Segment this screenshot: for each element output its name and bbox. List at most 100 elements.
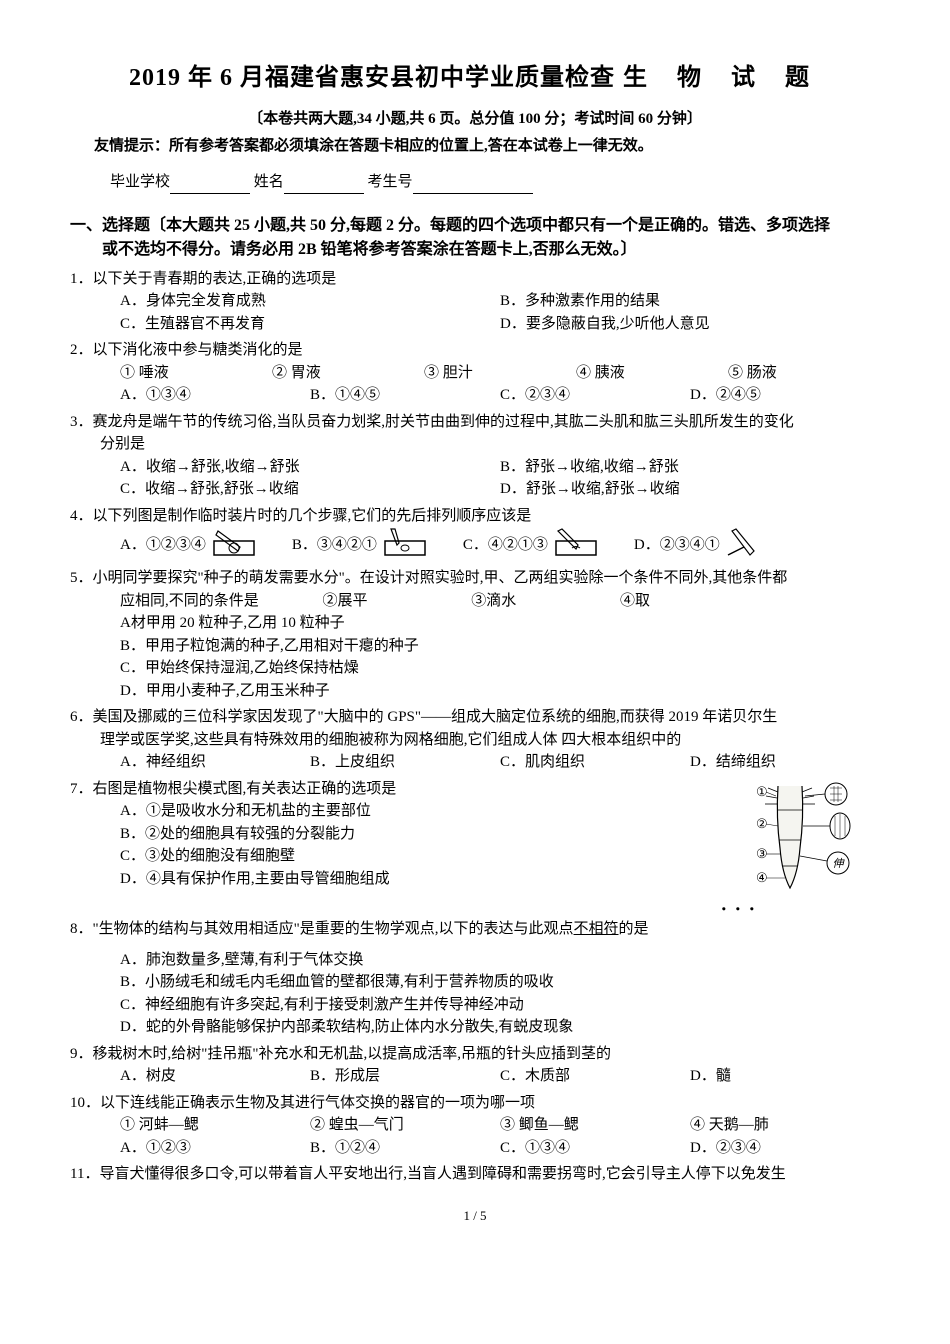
root-label-4: ④ <box>756 870 768 885</box>
question-2: 2．以下消化液中参与糖类消化的是 ① 唾液 ② 胃液 ③ 胆汁 ④ 胰液 ⑤ 肠… <box>70 339 880 407</box>
q8-optB: B．小肠绒毛和绒毛内毛细血管的壁都很薄,有利于营养物质的吸收 <box>120 971 880 994</box>
dots-marker: ．．． <box>70 894 770 918</box>
q4-label2: ②展平 <box>323 593 368 609</box>
q5-stem2: 应相同,不同的条件是 <box>120 593 259 609</box>
q2-item1: ① 唾液 <box>120 362 272 385</box>
q6-stem2: 理学或医学奖,这些具有特殊效用的细胞被称为网格细胞,它们组成人体 四大根本组织中… <box>100 729 880 752</box>
q5-optB: B．甲用子粒饱满的种子,乙用相对干瘪的种子 <box>120 635 880 658</box>
q3-stem1: 3．赛龙舟是端午节的传统习俗,当队员奋力划桨,肘关节由曲到伸的过程中,其肱二头肌… <box>70 411 880 434</box>
q3-optB: B．舒张→收缩,收缩→舒张 <box>500 456 880 479</box>
q1-optC: C．生殖器官不再发育 <box>120 313 500 336</box>
slide-icon-3 <box>552 527 600 563</box>
q4-label4: ④取 <box>620 593 650 609</box>
question-9: 9．移栽树木时,给树"挂吊瓶"补充水和无机盐,以提高成活率,吊瓶的针头应插到茎的… <box>70 1043 880 1088</box>
q10-item1: ① 河蚌—鳃 <box>120 1114 310 1137</box>
section-1-header: 一、选择题〔本大题共 25 小题,共 50 分,每题 2 分。每题的四个选项中都… <box>70 214 880 262</box>
root-tip-diagram: 伸 ① ② ③ ④ <box>730 778 860 888</box>
slide-icon-1 <box>210 527 258 563</box>
q5-stem1: 5．小明同学要探究"种子的萌发需要水分"。在设计对照实验时,甲、乙两组实验除一个… <box>70 567 880 590</box>
question-6: 6．美国及挪威的三位科学家因发现了"大脑中的 GPS"——组成大脑定位系统的细胞… <box>70 706 880 774</box>
q4-optB: B．③④②① <box>292 534 377 557</box>
q2-optC: C．②③④ <box>500 384 690 407</box>
root-label-1: ① <box>756 784 768 799</box>
q1-optB: B．多种激素作用的结果 <box>500 290 880 313</box>
info-number-blank <box>413 178 533 194</box>
q8-stem: 8．"生物体的结构与其效用相适应"是重要的生物学观点,以下的表达与此观点不相符的… <box>70 918 880 941</box>
q8-optD: D．蛇的外骨骼能够保护内部柔软结构,防止体内水分散失,有蜕皮现象 <box>120 1016 880 1039</box>
q10-item3: ③ 鲫鱼—鳃 <box>500 1114 690 1137</box>
svg-text:伸: 伸 <box>833 857 846 870</box>
info-school-label: 毕业学校 <box>110 174 170 190</box>
q10-optC: C．①③④ <box>500 1137 690 1160</box>
section-1-line1: 一、选择题〔本大题共 25 小题,共 50 分,每题 2 分。每题的四个选项中都… <box>70 217 830 234</box>
q9-optC: C．木质部 <box>500 1065 690 1088</box>
q10-item4: ④ 天鹅—肺 <box>690 1114 880 1137</box>
q10-optB: B．①②④ <box>310 1137 500 1160</box>
question-1: 1．以下关于青春期的表达,正确的选项是 A．身体完全发育成熟 B．多种激素作用的… <box>70 268 880 336</box>
q10-item2: ② 蝗虫—气门 <box>310 1114 500 1137</box>
q2-optD: D．②④⑤ <box>690 384 880 407</box>
q5-optA: A材甲用 20 粒种子,乙用 10 粒种子 <box>120 612 880 635</box>
q7-stem: 7．右图是植物根尖模式图,有关表达正确的选项是 <box>70 778 730 801</box>
q2-stem: 2．以下消化液中参与糖类消化的是 <box>70 339 880 362</box>
q5-optC: C．甲始终保持湿润,乙始终保持枯燥 <box>120 657 880 680</box>
q9-stem: 9．移栽树木时,给树"挂吊瓶"补充水和无机盐,以提高成活率,吊瓶的针头应插到茎的 <box>70 1043 880 1066</box>
q1-optA: A．身体完全发育成熟 <box>120 290 500 313</box>
root-label-2: ② <box>756 816 768 831</box>
q10-optD: D．②③④ <box>690 1137 880 1160</box>
q7-optB: B．②处的细胞具有较强的分裂能力 <box>120 823 730 846</box>
q7-optA: A．①是吸收水分和无机盐的主要部位 <box>120 800 730 823</box>
root-label-3: ③ <box>756 846 768 861</box>
q10-optA: A．①②③ <box>120 1137 310 1160</box>
q4-stem: 4．以下列图是制作临时装片时的几个步骤,它们的先后排列顺序应该是 <box>70 505 880 528</box>
q4-optC: C．④②①③ <box>463 534 548 557</box>
q3-optD: D．舒张→收缩,舒张→收缩 <box>500 478 880 501</box>
q4-optD: D．②③④① <box>634 534 720 557</box>
question-8: 8．"生物体的结构与其效用相适应"是重要的生物学观点,以下的表达与此观点不相符的… <box>70 918 880 1039</box>
q9-optA: A．树皮 <box>120 1065 310 1088</box>
q6-optC: C．肌肉组织 <box>500 751 690 774</box>
info-name-blank <box>284 178 364 194</box>
q8-optA: A．肺泡数量多,壁薄,有利于气体交换 <box>120 949 880 972</box>
question-4: 4．以下列图是制作临时装片时的几个步骤,它们的先后排列顺序应该是 A．①②③④ … <box>70 505 880 564</box>
q2-item3: ③ 胆汁 <box>424 362 576 385</box>
q7-optC: C．③处的细胞没有细胞壁 <box>120 845 730 868</box>
question-3: 3．赛龙舟是端午节的传统习俗,当队员奋力划桨,肘关节由曲到伸的过程中,其肱二头肌… <box>70 411 880 501</box>
q8-optC: C．神经细胞有许多突起,有利于接受刺激产生并传导神经冲动 <box>120 994 880 1017</box>
q6-stem1: 6．美国及挪威的三位科学家因发现了"大脑中的 GPS"——组成大脑定位系统的细胞… <box>70 706 880 729</box>
slide-icon-2 <box>381 527 429 563</box>
q4-label3: ③滴水 <box>471 593 516 609</box>
info-name-label: 姓名 <box>254 174 284 190</box>
question-5: 5．小明同学要探究"种子的萌发需要水分"。在设计对照实验时,甲、乙两组实验除一个… <box>70 567 880 702</box>
exam-subtitle: 〔本卷共两大题,34 小题,共 6 页。总分值 100 分；考试时间 60 分钟… <box>70 108 880 131</box>
q6-optA: A．神经组织 <box>120 751 310 774</box>
q5-optD: D．甲用小麦种子,乙用玉米种子 <box>120 680 880 703</box>
q2-item4: ④ 胰液 <box>576 362 728 385</box>
q9-optB: B．形成层 <box>310 1065 500 1088</box>
slide-icon-4 <box>724 527 764 563</box>
title-subject: 生 物 试 题 <box>623 65 821 91</box>
page-number: 1 / 5 <box>70 1206 880 1226</box>
question-7: 7．右图是植物根尖模式图,有关表达正确的选项是 A．①是吸收水分和无机盐的主要部… <box>70 778 880 891</box>
exam-title: 2019 年 6 月福建省惠安县初中学业质量检查生 物 试 题 <box>70 60 880 96</box>
q2-item5: ⑤ 肠液 <box>728 362 880 385</box>
section-1-line2: 或不选均不得分。请务必用 2B 铅笔将参考答案涂在答题卡上,否那么无效。〕 <box>102 238 880 262</box>
q2-item2: ② 胃液 <box>272 362 424 385</box>
question-10: 10．以下连线能正确表示生物及其进行气体交换的器官的一项为哪一项 ① 河蚌—鳃 … <box>70 1092 880 1160</box>
q10-stem: 10．以下连线能正确表示生物及其进行气体交换的器官的一项为哪一项 <box>70 1092 880 1115</box>
q11-stem: 11．导盲犬懂得很多口令,可以带着盲人平安地出行,当盲人遇到障碍和需要拐弯时,它… <box>70 1163 880 1186</box>
exam-tip: 友情提示：所有参考答案都必须填涂在答题卡相应的位置上,答在本试卷上一律无效。 <box>94 135 880 158</box>
q3-optC: C．收缩→舒张,舒张→收缩 <box>120 478 500 501</box>
q9-optD: D．髓 <box>690 1065 880 1088</box>
q3-optA: A．收缩→舒张,收缩→舒张 <box>120 456 500 479</box>
q6-optB: B．上皮组织 <box>310 751 500 774</box>
question-11: 11．导盲犬懂得很多口令,可以带着盲人平安地出行,当盲人遇到障碍和需要拐弯时,它… <box>70 1163 880 1186</box>
q2-optB: B．①④⑤ <box>310 384 500 407</box>
info-number-label: 考生号 <box>368 174 413 190</box>
title-prefix: 2019 年 6 月福建省惠安县初中学业质量检查 <box>129 65 615 91</box>
q3-stem2: 分别是 <box>100 433 880 456</box>
q6-optD: D．结缔组织 <box>690 751 880 774</box>
q1-stem: 1．以下关于青春期的表达,正确的选项是 <box>70 268 880 291</box>
student-info: 毕业学校 姓名 考生号 <box>110 171 880 194</box>
q1-optD: D．要多隐蔽自我,少听他人意见 <box>500 313 880 336</box>
